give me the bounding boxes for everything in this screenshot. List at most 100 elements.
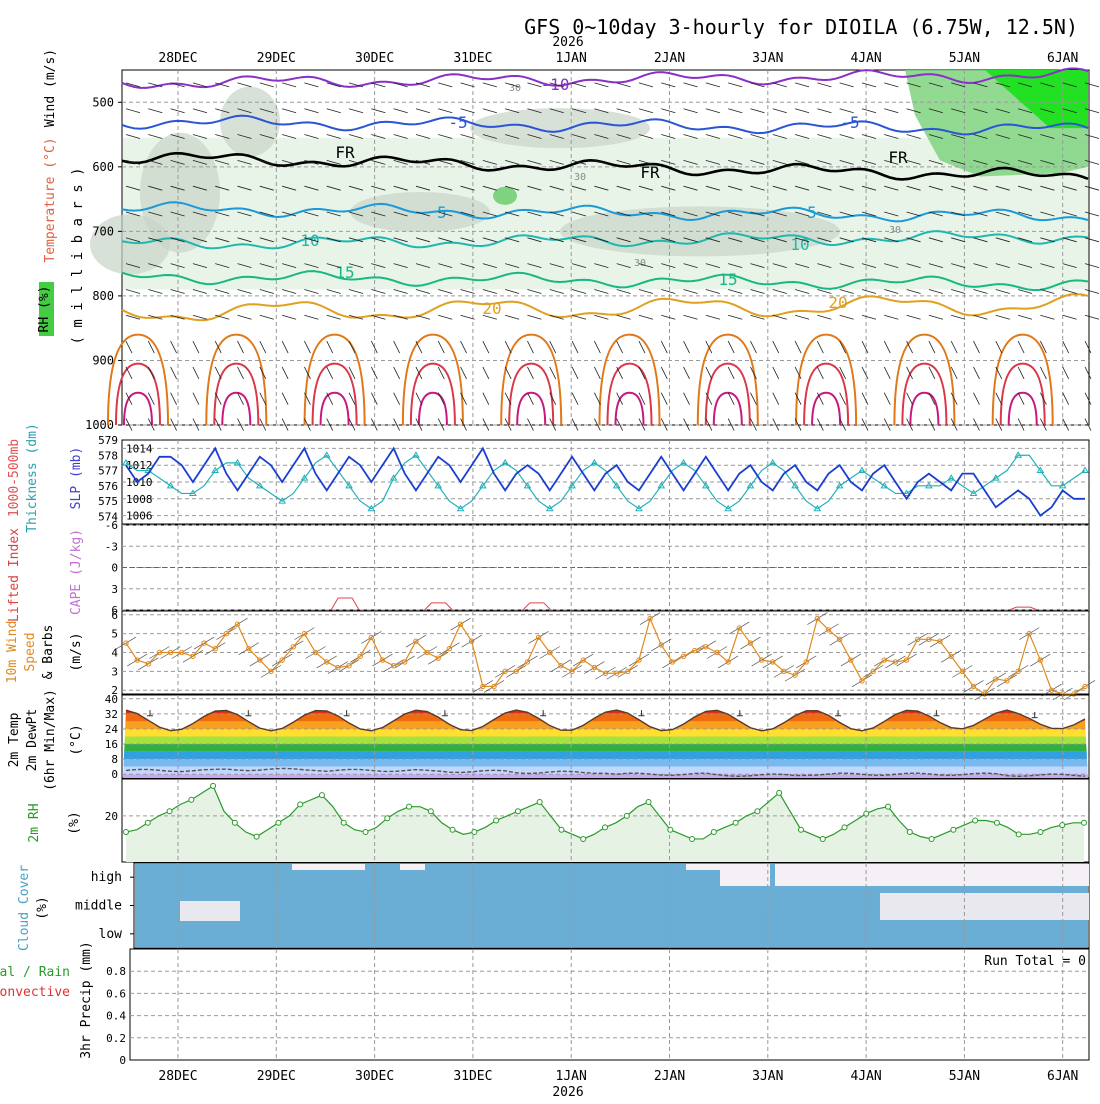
- wind-barb: [951, 159, 966, 165]
- wind-barb: [794, 185, 810, 191]
- wind-barb: [705, 82, 720, 88]
- wind-barb: [371, 263, 386, 269]
- wind-speed-point: [814, 615, 821, 622]
- wind-barb: [170, 82, 185, 88]
- thickness-point: [635, 504, 643, 512]
- wind-speed-point: [234, 621, 241, 627]
- wind-barb: [683, 289, 698, 294]
- rh-point: [449, 826, 456, 833]
- wind-barb: [727, 366, 735, 380]
- wind-barb: [527, 82, 542, 88]
- wind-barb: [1040, 108, 1055, 114]
- rh-point: [318, 792, 325, 799]
- wind-speed-point: [390, 663, 397, 669]
- wind-barb: [259, 289, 274, 294]
- wind-barb: [549, 340, 557, 354]
- wind-barb: [794, 237, 810, 243]
- wind-barb: [148, 237, 163, 243]
- thickness-point: [189, 489, 197, 496]
- wind-barb: [482, 211, 497, 217]
- date-tick-top: 2JAN: [654, 51, 685, 66]
- wind-barb: [326, 159, 341, 165]
- wind-barb: [326, 134, 341, 139]
- wind-barb: [661, 263, 676, 269]
- thickness-point: [1081, 466, 1089, 474]
- wind-barb: [1062, 237, 1077, 243]
- wind-barb: [348, 314, 364, 320]
- temp-tick-label: 32: [105, 708, 118, 721]
- wind-speed-point: [1026, 630, 1032, 637]
- wind-speed-point: [859, 678, 865, 684]
- wind-barb: [884, 159, 899, 165]
- wind-barb: [728, 314, 743, 320]
- wind-barb: [215, 289, 230, 294]
- wind-barb: [839, 211, 854, 217]
- wind-barb: [660, 366, 668, 380]
- wind-barb: [683, 340, 690, 354]
- wind-barb: [192, 134, 208, 139]
- wind-barb: [371, 82, 386, 88]
- wind-speed-point: [803, 659, 809, 665]
- wind-barb: [571, 289, 587, 294]
- wind-speed-point: [290, 644, 296, 650]
- wind-barb: [839, 392, 847, 405]
- contour-label: 30: [574, 172, 586, 183]
- wind-barb: [1084, 366, 1092, 380]
- wind-barb: [1040, 366, 1047, 380]
- wind-barb: [438, 185, 453, 191]
- rh-point: [732, 819, 739, 826]
- wind-barb: [1062, 392, 1070, 405]
- rh-point: [754, 808, 761, 815]
- thickness-point: [478, 481, 487, 489]
- wind-barb: [370, 366, 378, 380]
- wind-barb: [259, 108, 274, 114]
- precip-tick-label: 0.4: [106, 1010, 126, 1023]
- contour-label: 15: [718, 270, 737, 289]
- wind-barb: [549, 82, 564, 88]
- wind-barb: [928, 263, 943, 269]
- li-tick-label: -3: [105, 540, 118, 553]
- wind-barb: [460, 418, 467, 431]
- wind-barb: [259, 418, 267, 431]
- wind-barb: [192, 289, 208, 294]
- wind-barb: [660, 392, 668, 405]
- wind-barb: [281, 418, 289, 431]
- wind-barb: [660, 340, 668, 354]
- wind-barb: [884, 108, 899, 114]
- wind-barb: [482, 263, 497, 269]
- wind-barb: [861, 134, 877, 139]
- wind-barb: [1084, 263, 1100, 269]
- rh-point: [253, 833, 260, 840]
- wind-speed-point: [747, 640, 754, 646]
- wind-barb: [839, 159, 854, 165]
- cloud-level-label: middle: [75, 899, 122, 914]
- wind-barb: [616, 159, 631, 165]
- wind10m-axis-label-2: Speed: [23, 632, 38, 671]
- wind-barb: [750, 82, 765, 88]
- wind-barb: [460, 159, 475, 165]
- wind-speed-point: [179, 649, 185, 656]
- wind-speed-point: [223, 630, 230, 637]
- wind-barb: [170, 134, 185, 139]
- rh-point: [993, 819, 1000, 826]
- wind-barb: [995, 237, 1010, 243]
- wind-barb: [616, 314, 631, 320]
- wind-barb: [527, 340, 534, 354]
- wind-barb: [549, 366, 557, 380]
- wind-speed-point: [569, 668, 575, 675]
- wind-speed-point: [959, 668, 966, 675]
- wind-barb: [125, 237, 141, 243]
- wind-barb: [1062, 108, 1077, 114]
- thickness-point: [947, 474, 956, 481]
- wind-barb: [438, 263, 453, 269]
- wind-barb: [282, 108, 297, 114]
- wind-barb: [772, 263, 787, 269]
- slp-line: [125, 446, 1085, 517]
- wind-barb: [505, 211, 520, 217]
- wind-speed-point: [1082, 683, 1088, 690]
- wind-barb: [482, 82, 497, 88]
- y-tick-label: 800: [92, 289, 114, 303]
- wind-barb: [906, 237, 921, 243]
- wind-barb: [951, 82, 966, 88]
